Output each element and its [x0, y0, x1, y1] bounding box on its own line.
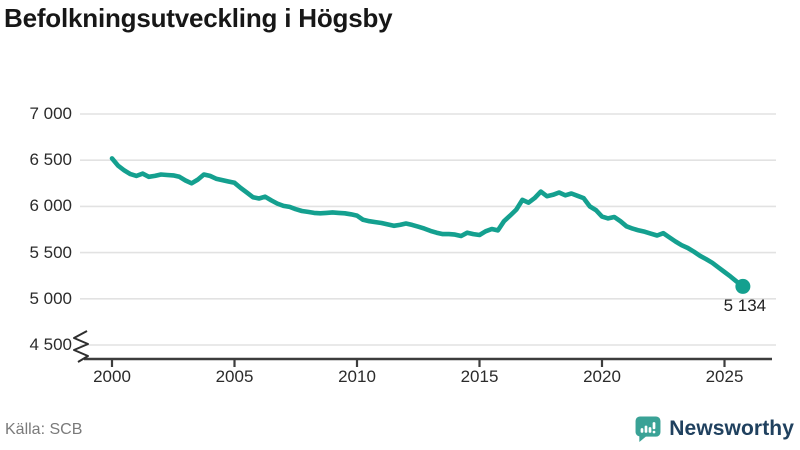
newsworthy-logo: Newsworthy: [635, 414, 794, 444]
y-tick-label: 6 000: [29, 196, 72, 216]
axis-break-icon: [73, 330, 89, 363]
x-tick-label: 2015: [460, 367, 499, 386]
x-axis: [84, 357, 772, 367]
x-tick-label: 2020: [583, 367, 621, 386]
x-tick-label: 2010: [338, 367, 376, 386]
endpoint-dot: [735, 278, 751, 294]
x-tick-label: 2005: [215, 367, 254, 386]
chart-title: Befolkningsutveckling i Högsby: [4, 3, 393, 33]
population-line: [109, 156, 746, 289]
x-tick-label: 2000: [93, 367, 131, 386]
source-label: Källa: SCB: [5, 421, 83, 438]
x-tick-label: 2025: [705, 367, 744, 386]
y-tick-label: 7 000: [29, 104, 72, 123]
y-tick-label: 4 500: [29, 335, 72, 354]
y-tick-label: 6 500: [29, 150, 72, 170]
gridlines: [80, 113, 776, 346]
y-tick-label: 5 500: [29, 242, 72, 262]
newsworthy-bubble-chart-icon: [635, 416, 661, 442]
newsworthy-wordmark: Newsworthy: [669, 417, 794, 440]
population-series-line: [109, 156, 751, 294]
axis-break-squiggle: [73, 330, 89, 363]
endpoint-value-label: 5 134: [723, 296, 767, 316]
y-tick-label: 5 000: [29, 288, 72, 308]
